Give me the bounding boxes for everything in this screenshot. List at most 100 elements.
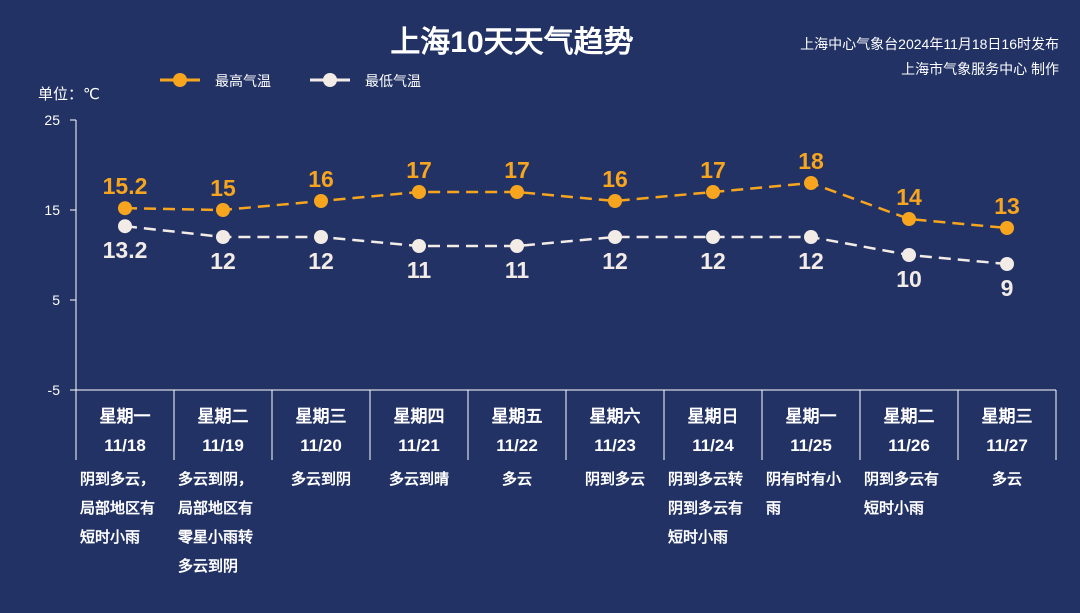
series-high-point	[706, 185, 720, 199]
weekday-label: 星期二	[198, 407, 249, 426]
legend: 最高气温 最低气温	[160, 73, 421, 89]
series-high-point	[804, 176, 818, 190]
weather-description-line: 局部地区有	[79, 499, 155, 517]
series-high-point	[314, 194, 328, 208]
weather-description-line: 多云到阴	[178, 557, 238, 575]
series-high-point	[902, 212, 916, 226]
weekday-label: 星期二	[884, 407, 935, 426]
series-high-data-label: 16	[308, 166, 334, 192]
series-low: 13.2 12 12 11 11 12 12 12 10 9	[103, 219, 1014, 301]
weekday-label: 星期三	[296, 407, 347, 426]
weather-description-line: 阴到多云有	[864, 470, 939, 488]
legend-label-low: 最低气温	[365, 73, 421, 89]
date-label: 11/23	[594, 436, 636, 455]
series-low-data-label: 12	[798, 248, 824, 274]
series-high-point	[118, 201, 132, 216]
series-low-data-label: 11	[407, 257, 432, 283]
producer-info: 上海市气象服务中心 制作	[901, 61, 1059, 77]
legend-item-high: 最高气温	[160, 73, 271, 89]
weekday-label: 星期日	[688, 407, 739, 426]
date-label: 11/24	[692, 436, 734, 455]
series-low-point	[804, 230, 818, 244]
series-low-point	[314, 230, 328, 244]
legend-label-high: 最高气温	[215, 73, 271, 89]
series-high-data-label: 17	[406, 157, 432, 183]
weather-description-line: 短时小雨	[80, 528, 140, 546]
y-tick-label: 15	[44, 202, 60, 218]
series-low-data-label: 11	[505, 257, 530, 283]
series-low-data-label: 10	[896, 266, 922, 292]
legend-marker-high	[173, 73, 187, 87]
series-high-data-label: 18	[798, 148, 824, 174]
series-low-data-label: 9	[1001, 275, 1014, 301]
weather-description-line: 局部地区有	[177, 499, 253, 517]
date-label: 11/18	[104, 436, 146, 455]
series-high-data-label: 15.2	[103, 173, 148, 199]
series-low-data-label: 13.2	[103, 237, 148, 263]
y-axis-ticks: 25 15 5 -5	[44, 112, 76, 398]
weather-description-line: 阴到多云，	[80, 470, 155, 488]
weather-description-line: 多云到晴	[389, 470, 449, 488]
date-label: 11/26	[888, 436, 930, 455]
series-high-point	[510, 185, 524, 199]
date-label: 11/21	[398, 436, 440, 455]
y-tick-label: 25	[44, 112, 60, 128]
publish-info: 上海中心气象台2024年11月18日16时发布	[800, 36, 1059, 52]
date-label: 11/25	[790, 436, 832, 455]
date-label: 11/19	[202, 436, 244, 455]
weather-description-line: 阴到多云	[585, 470, 645, 488]
weather-description-line: 多云	[992, 470, 1022, 488]
series-low-data-label: 12	[308, 248, 334, 274]
weekday-label: 星期一	[100, 407, 151, 426]
series-low-point	[118, 219, 132, 234]
series-high-data-label: 16	[602, 166, 628, 192]
series-low-point	[1000, 257, 1014, 271]
series-low-line	[124, 224, 1008, 266]
series-high-data-label: 17	[504, 157, 530, 183]
weekday-label: 星期五	[492, 407, 543, 426]
series-low-point	[902, 248, 916, 262]
series-low-data-label: 12	[602, 248, 628, 274]
series-high-data-label: 14	[896, 184, 922, 210]
series-low-point	[412, 239, 426, 253]
weather-description-line: 多云到阴	[291, 470, 351, 488]
series-high-point	[1000, 221, 1014, 235]
series-high-data-label: 15	[210, 175, 236, 201]
weekday-label: 星期四	[394, 407, 445, 426]
legend-marker-low	[323, 73, 337, 87]
date-label: 11/22	[496, 436, 538, 455]
weather-description-line: 多云到阴，	[178, 470, 253, 488]
series-high-data-label: 17	[700, 157, 726, 183]
legend-item-low: 最低气温	[310, 73, 421, 89]
weather-description-line: 多云	[502, 470, 532, 488]
series-high-point	[608, 194, 622, 208]
weekday-label: 星期一	[786, 407, 837, 426]
weather-description-line: 短时小雨	[864, 499, 924, 517]
y-tick-label: -5	[48, 382, 61, 398]
date-label: 11/20	[300, 436, 342, 455]
unit-label: 单位：℃	[38, 86, 100, 103]
y-tick-label: 5	[52, 292, 60, 308]
series-high-data-label: 13	[994, 193, 1020, 219]
category-labels: 星期一11/18阴到多云，局部地区有短时小雨星期二11/19多云到阴，局部地区有…	[79, 406, 1033, 575]
weekday-label: 星期六	[590, 406, 641, 426]
series-high-line	[124, 181, 1008, 230]
weather-description-line: 阴到多云转	[668, 470, 743, 488]
axes	[75, 120, 1057, 460]
series-low-data-label: 12	[700, 248, 726, 274]
series-high: 15.2 15 16 17 17 16 17 18 14 13	[103, 148, 1020, 235]
series-low-data-label: 12	[210, 248, 236, 274]
date-label: 11/27	[986, 436, 1028, 455]
weather-description-line: 零星小雨转	[177, 528, 253, 546]
weather-description-line: 阴有时有小	[766, 470, 841, 488]
series-high-point	[412, 185, 426, 199]
series-low-point	[216, 230, 230, 244]
series-low-point	[706, 230, 720, 244]
weather-description-line: 短时小雨	[668, 528, 728, 546]
series-low-point	[510, 239, 524, 253]
weather-description-line: 阴到多云有	[668, 499, 743, 517]
weather-description-line: 雨	[766, 500, 781, 517]
chart-title: 上海10天天气趋势	[390, 26, 633, 59]
weekday-label: 星期三	[982, 407, 1033, 426]
